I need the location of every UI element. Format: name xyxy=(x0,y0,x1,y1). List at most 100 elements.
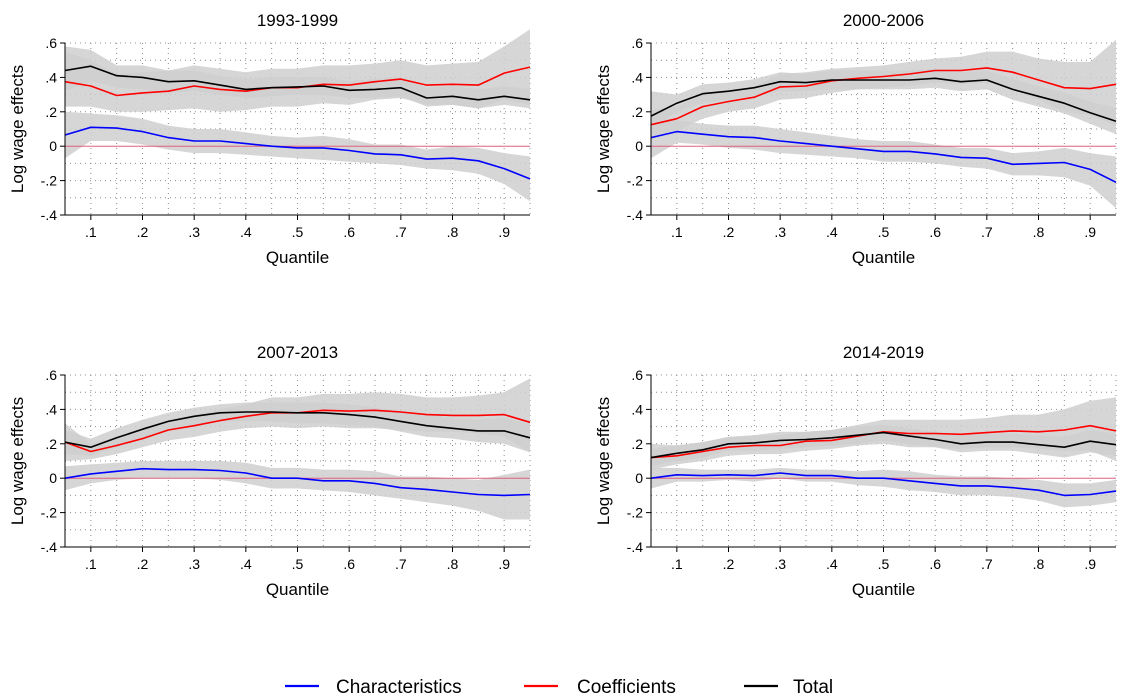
legend-label: Coefficients xyxy=(577,677,676,698)
y-tick-label: -.4 xyxy=(627,539,644,555)
x-tick-label: .3 xyxy=(774,224,786,240)
x-axis-label: Quantile xyxy=(852,248,915,267)
confidence-band-total xyxy=(65,402,530,456)
confidence-band-total xyxy=(651,424,1116,467)
x-tick-label: .9 xyxy=(1084,556,1096,572)
confidence-band-characteristics xyxy=(65,461,530,520)
legend-item-characteristics: Characteristics xyxy=(285,677,462,698)
x-tick-label: .2 xyxy=(137,224,149,240)
x-tick-label: .1 xyxy=(85,556,97,572)
y-tick-label: .6 xyxy=(631,35,643,51)
y-tick-label: 0 xyxy=(635,138,643,154)
x-tick-label: .5 xyxy=(292,556,304,572)
confidence-band-characteristics xyxy=(651,467,1116,508)
x-tick-label: .7 xyxy=(981,224,993,240)
y-tick-label: -.4 xyxy=(41,207,58,223)
series-line-total xyxy=(650,431,1117,459)
series-line-characteristics xyxy=(64,126,531,180)
x-tick-label: .1 xyxy=(671,224,683,240)
y-tick-label: -.2 xyxy=(627,173,644,189)
series-line-coefficients xyxy=(650,67,1117,126)
panel-title: 2014-2019 xyxy=(843,343,924,362)
series-line-total xyxy=(650,77,1117,123)
x-axis-label: Quantile xyxy=(266,248,329,267)
y-tick-label: 0 xyxy=(49,138,57,154)
series-line-coefficients xyxy=(650,424,1117,459)
series-line-total xyxy=(64,65,531,101)
y-tick-label: .2 xyxy=(631,104,643,120)
x-tick-label: .6 xyxy=(929,224,941,240)
y-tick-label: .4 xyxy=(45,69,57,85)
x-tick-label: .2 xyxy=(723,224,735,240)
x-tick-label: .7 xyxy=(395,556,407,572)
x-tick-label: .2 xyxy=(723,556,735,572)
panel-2: 2000-2006 -.4 -.2 0 .2 .4 .6 .1 .2 .3 .4 .5 .6 .7 .8 .9… xyxy=(594,11,1117,267)
legend-label: Characteristics xyxy=(336,677,462,698)
y-tick-label: -.2 xyxy=(41,505,58,521)
x-tick-label: .4 xyxy=(826,224,838,240)
series-line-characteristics xyxy=(650,130,1117,184)
x-axis-label: Quantile xyxy=(852,580,915,599)
series-line-characteristics xyxy=(64,467,531,497)
x-tick-label: .6 xyxy=(929,556,941,572)
legend-item-coefficients: Coefficients xyxy=(524,677,676,698)
y-axis-label: Log wage effects xyxy=(8,397,27,525)
x-tick-label: .4 xyxy=(240,556,252,572)
x-tick-label: .1 xyxy=(671,556,683,572)
panel-title: 2000-2006 xyxy=(843,11,924,30)
x-tick-label: .9 xyxy=(498,556,510,572)
y-tick-label: .6 xyxy=(631,367,643,383)
x-tick-label: .1 xyxy=(85,224,97,240)
x-tick-label: .7 xyxy=(395,224,407,240)
panel-title: 1993-1999 xyxy=(257,11,338,30)
panel-1: 1993-1999 -.4 -.2 0 .2 .4 .6 .1 .2 .3 .4 .5 .6 .7 .8 .9… xyxy=(8,11,531,267)
x-tick-label: .6 xyxy=(343,556,355,572)
panel-3: 2007-2013 -.4 -.2 0 .2 .4 .6 .1 .2 .3 .4 .5 .6 .7 .8 .9… xyxy=(8,343,531,599)
panel-4: 2014-2019 -.4 -.2 0 .2 .4 .6 .1 .2 .3 .4 .5 .6 .7 .8 .9… xyxy=(594,343,1117,599)
x-tick-label: .8 xyxy=(1033,224,1045,240)
y-tick-label: .2 xyxy=(45,104,57,120)
series-line-total xyxy=(64,411,531,449)
series-line-characteristics xyxy=(650,472,1117,497)
y-tick-label: .4 xyxy=(631,401,643,417)
x-tick-label: .6 xyxy=(343,224,355,240)
confidence-band-characteristics xyxy=(65,111,530,202)
x-tick-label: .3 xyxy=(188,224,200,240)
y-tick-label: -.2 xyxy=(627,505,644,521)
x-axis-label: Quantile xyxy=(266,580,329,599)
x-tick-label: .8 xyxy=(1033,556,1045,572)
y-tick-label: -.4 xyxy=(627,207,644,223)
x-tick-label: .8 xyxy=(447,556,459,572)
x-tick-label: .5 xyxy=(292,224,304,240)
x-tick-label: .4 xyxy=(240,224,252,240)
y-axis-label: Log wage effects xyxy=(8,65,27,193)
panels: 1993-1999 -.4 -.2 0 .2 .4 .6 .1 .2 .3 .4 .5 .6 .7 .8 .9… xyxy=(8,11,1117,599)
y-axis-label: Log wage effects xyxy=(594,65,613,193)
gridlines xyxy=(650,374,1117,548)
confidence-band-coefficients xyxy=(651,39,1116,140)
x-tick-label: .9 xyxy=(498,224,510,240)
x-tick-label: .8 xyxy=(447,224,459,240)
panel-title: 2007-2013 xyxy=(257,343,338,362)
y-tick-label: 0 xyxy=(49,470,57,486)
y-tick-label: -.4 xyxy=(41,539,58,555)
y-tick-label: .4 xyxy=(631,69,643,85)
x-tick-label: .3 xyxy=(774,556,786,572)
legend: Characteristics Coefficients Total xyxy=(285,677,833,698)
y-tick-label: -.2 xyxy=(41,173,58,189)
y-tick-label: .2 xyxy=(45,436,57,452)
x-tick-label: .2 xyxy=(137,556,149,572)
x-tick-label: .9 xyxy=(1084,224,1096,240)
y-tick-label: 0 xyxy=(635,470,643,486)
y-tick-label: .6 xyxy=(45,367,57,383)
y-tick-label: .6 xyxy=(45,35,57,51)
x-tick-label: .3 xyxy=(188,556,200,572)
legend-item-total: Total xyxy=(744,677,833,698)
legend-label: Total xyxy=(793,677,833,698)
x-tick-label: .7 xyxy=(981,556,993,572)
x-tick-label: .5 xyxy=(878,556,890,572)
x-tick-label: .4 xyxy=(826,556,838,572)
y-tick-label: .2 xyxy=(631,436,643,452)
x-tick-label: .5 xyxy=(878,224,890,240)
y-axis-label: Log wage effects xyxy=(594,397,613,525)
